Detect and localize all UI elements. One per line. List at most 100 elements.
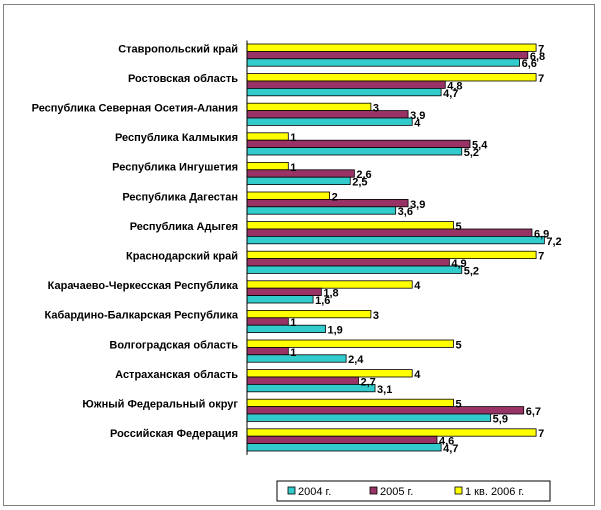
bar-series-0 [246, 324, 326, 334]
bar-series-0 [246, 147, 463, 156]
data-label: 4,7 [443, 443, 458, 455]
data-label: 2,5 [352, 177, 367, 189]
data-label: 7 [538, 43, 544, 55]
bar-series-1 [246, 406, 525, 415]
category-label: Республика Адыгея [130, 221, 238, 233]
bar-series-0 [246, 443, 442, 452]
bar-series-0 [246, 354, 347, 363]
bar-series-2 [246, 43, 537, 52]
bar-series-0 [246, 206, 397, 215]
bar-series-1 [246, 51, 529, 60]
bar-series-0 [246, 235, 545, 245]
category-label: Ростовская область [128, 73, 238, 85]
data-label: 7 [538, 428, 544, 440]
bar-series-1 [246, 346, 289, 356]
data-label: 4 [414, 117, 421, 129]
bar-series-2 [246, 398, 454, 408]
legend: 2004 г. 2005 г. 1 кв. 2006 г. [276, 480, 551, 502]
data-label: 1 [290, 347, 296, 359]
data-label: 1 [290, 162, 296, 174]
data-label: 6,9 [534, 228, 549, 240]
bar-series-2 [246, 250, 537, 259]
category-label: Астраханская область [115, 369, 238, 381]
legend-swatch [369, 486, 378, 495]
data-label: 7 [538, 73, 544, 85]
data-label: 2,7 [361, 376, 376, 388]
legend-label: 1 кв. 2006 г. [465, 486, 524, 498]
data-label: 4,6 [439, 436, 454, 448]
data-label: 5,4 [472, 140, 488, 152]
data-label: 3,9 [410, 110, 425, 122]
data-label: 2,6 [356, 169, 371, 181]
data-label: 5,2 [464, 147, 479, 159]
legend-swatch [454, 486, 463, 495]
category-label: Республика Дагестан [122, 191, 238, 203]
category-label: Карачаево-Черкесская Республика [48, 280, 239, 292]
bar-series-1 [246, 317, 289, 326]
data-label: 4 [414, 369, 421, 381]
bar-series-0 [246, 117, 413, 126]
legend-label: 2005 г. [380, 486, 413, 498]
bar-series-2 [246, 369, 413, 378]
bar-series-0 [246, 383, 376, 393]
bar-series-2 [246, 428, 537, 437]
data-label: 1,9 [327, 325, 342, 337]
category-label: Российская Федерация [110, 428, 238, 440]
data-label: 3,1 [377, 384, 392, 396]
data-label: 5,2 [464, 265, 479, 277]
data-label: 6,7 [526, 406, 541, 418]
bar-series-2 [246, 73, 537, 82]
data-label: 4 [414, 280, 421, 292]
data-label: 5,9 [493, 413, 508, 425]
bar-series-0 [246, 413, 492, 422]
bar-series-2 [246, 191, 330, 200]
bar-series-1 [246, 169, 355, 178]
data-label: 7 [538, 251, 544, 263]
data-label: 1 [290, 317, 296, 329]
data-label: 3,9 [410, 199, 425, 211]
legend-label: 2004 г. [298, 486, 331, 498]
bar-series-1 [246, 435, 438, 445]
data-label: 6,8 [530, 51, 545, 63]
bar-series-0 [246, 88, 442, 97]
bar-series-1 [246, 287, 322, 297]
data-label: 4,7 [443, 88, 458, 100]
category-label: Кабардино-Балкарская Республика [45, 310, 239, 322]
data-label: 5 [456, 399, 462, 411]
data-label: 1,6 [315, 295, 330, 307]
data-label: 1 [290, 132, 296, 144]
bar-series-0 [246, 58, 520, 67]
bar-series-1 [246, 80, 446, 89]
legend-box [276, 480, 551, 502]
category-label: Республика Северная Осетия-Алания [32, 103, 238, 115]
data-label: 1,8 [323, 288, 338, 300]
bar-series-1 [246, 139, 471, 148]
bar-series-1 [246, 198, 409, 208]
data-label: 2 [332, 191, 338, 203]
bars [246, 43, 545, 452]
bar-series-1 [246, 110, 409, 119]
bar-series-2 [246, 161, 289, 171]
category-label: Ставропольский край [118, 43, 238, 55]
data-label: 4,8 [447, 80, 462, 92]
data-label: 7,2 [546, 236, 561, 248]
category-label: Краснодарский край [126, 251, 238, 263]
bar-series-2 [246, 102, 372, 111]
category-labels: Ставропольский край Ростовская область Рес… [32, 43, 239, 440]
data-label: 3 [373, 103, 379, 115]
data-label: 6,6 [522, 58, 537, 70]
bar-series-1 [246, 258, 450, 267]
category-label: Южный Федеральный округ [82, 399, 238, 411]
data-label: 4,9 [451, 258, 466, 270]
bar-series-1 [246, 228, 533, 237]
bar-series-0 [246, 295, 314, 304]
data-label: 2,4 [348, 354, 364, 366]
bar-series-1 [246, 376, 359, 385]
bar-series-0 [246, 176, 351, 185]
data-label: 5 [456, 339, 462, 351]
category-label: Республика Калмыкия [115, 132, 238, 144]
legend-swatch [287, 486, 296, 495]
bar-series-2 [246, 339, 454, 348]
data-label: 3,6 [398, 206, 413, 218]
